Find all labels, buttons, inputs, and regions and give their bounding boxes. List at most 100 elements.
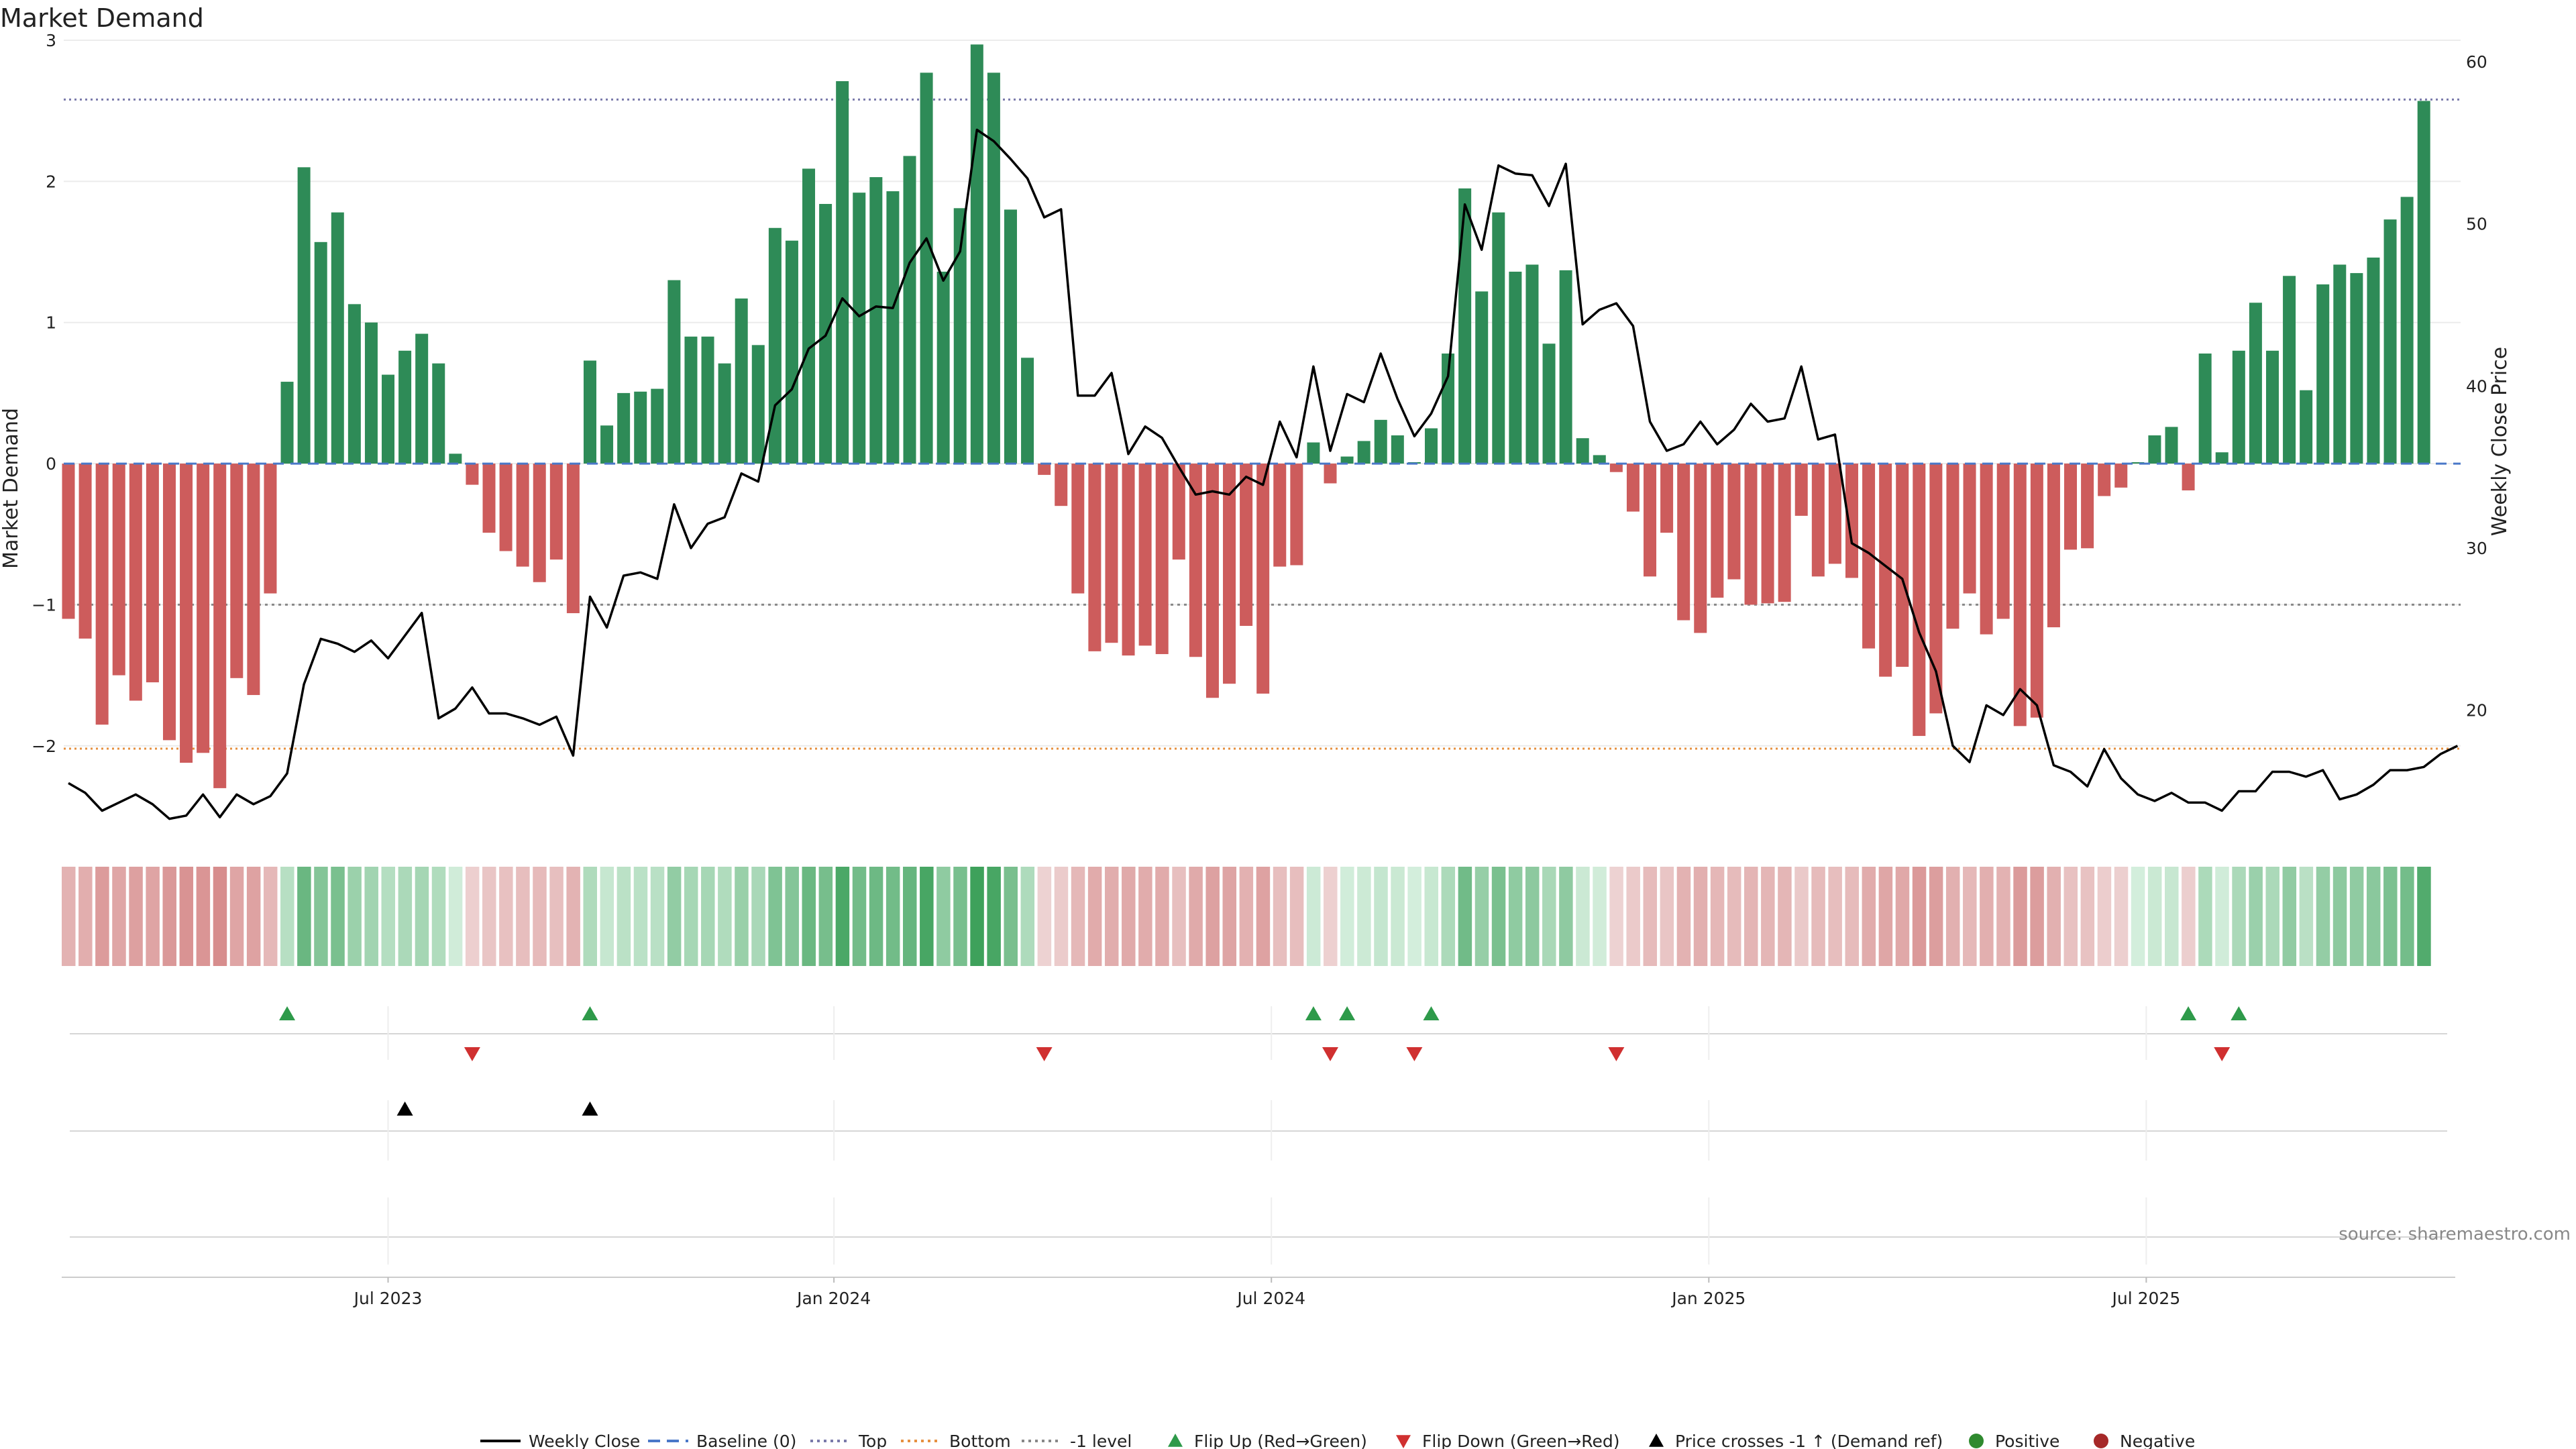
demand-bar [1879,464,1892,677]
x-axis: Jul 2023 Jan 2024 Jul 2024 Jan 2025 Jul 2025 [62,1277,2455,1308]
demand-bar [2265,350,2279,464]
demand-bar [583,360,596,464]
heat-cell [1340,867,1354,966]
legend-swatch [1168,1434,1183,1447]
legend: Weekly Close Baseline (0) Top Bottom -1 leve… [480,1432,2195,1449]
heat-cell [1643,867,1658,966]
heat-cell [1172,867,1186,966]
heat-cell [1727,867,1741,966]
heat-cell [835,867,850,966]
flip-down-marker [464,1047,480,1061]
legend-item: Flip Down (Green→Red) [1396,1432,1620,1449]
demand-bar [1711,464,1724,598]
heat-cell [112,867,126,966]
flip-up-marker [1423,1006,1440,1020]
demand-bar [2165,427,2178,464]
demand-bar [1929,464,1943,714]
flip-down-marker [1608,1047,1625,1061]
heat-cell [297,867,311,966]
demand-bar [853,193,866,464]
demand-bar [802,168,816,464]
heat-cell [785,867,799,966]
heat-cell [1744,867,1758,966]
demand-bar [1307,442,1320,464]
heat-cell [2349,867,2364,966]
demand-bar [516,464,529,567]
x-tick-label: Jul 2024 [1236,1289,1305,1308]
heat-cell [2265,867,2279,966]
heat-cell [2332,867,2347,966]
heat-cell [2282,867,2297,966]
heat-cell [398,867,413,966]
legend-label: Positive [1995,1432,2059,1449]
legend-label: -1 level [1070,1432,1132,1449]
heat-cell [802,867,816,966]
demand-bar [1105,464,1118,643]
demand-bar [180,464,193,763]
heat-cell [448,867,463,966]
demand-bar [230,464,244,678]
demand-bar [600,425,614,464]
heat-cell [1289,867,1304,966]
heat-cell [347,867,362,966]
heat-cell [431,867,446,966]
demand-bar [1273,464,1287,567]
heat-cell [852,867,867,966]
demand-bar [1845,464,1858,578]
heat-cell [482,867,496,966]
demand-bar [2283,276,2296,464]
demand-bar [2367,257,2380,464]
demand-bar [2316,284,2330,464]
heat-cell [1828,867,1842,966]
demand-bar [499,464,513,551]
legend-item: Bottom [901,1432,1011,1449]
demand-bar [903,156,916,464]
heat-cell [1407,867,1421,966]
x-tick-label: Jul 2023 [353,1289,423,1308]
demand-bar [1122,464,1135,656]
demand-bar [1677,464,1690,621]
legend-swatch [1969,1434,1984,1448]
demand-bar [651,388,664,464]
heat-cell [2417,867,2431,966]
demand-bar [751,345,765,464]
flip-up-marker [582,1006,598,1020]
x-tick-label: Jan 2024 [796,1289,871,1308]
flip-up-marker [279,1006,296,1020]
legend-label: Baseline (0) [696,1432,796,1449]
demand-bar [1946,464,1960,629]
heat-cell [415,867,429,966]
demand-bar [129,464,142,701]
heat-cell [650,867,665,966]
heat-cell [1004,867,1018,966]
heat-cell [2232,867,2246,966]
heat-cell [1424,867,1438,966]
legend-swatch [1396,1435,1411,1448]
heat-cell [1138,867,1152,966]
heat-cell [280,867,294,966]
heat-cell [1189,867,1203,966]
demand-bar [886,191,900,464]
heat-cell [1239,867,1254,966]
demand-bar [1071,464,1085,594]
heat-cell [970,867,984,966]
legend-label: Flip Down (Green→Red) [1422,1432,1620,1449]
demand-bar [1761,464,1774,604]
heat-cell [566,867,580,966]
heat-cell [1037,867,1052,966]
y-tick-label: 2 [46,172,56,191]
demand-bar [1660,464,1674,533]
heat-cell [1508,867,1523,966]
demand-bar [1038,464,1051,475]
demand-bar [146,464,159,683]
demand-bar [382,374,395,464]
heat-cell [179,867,194,966]
heat-cell [1963,867,1977,966]
demand-bar [482,464,496,533]
heat-cell [701,867,715,966]
heat-cell [1862,867,1876,966]
heat-cell [1878,867,1893,966]
heat-cell [95,867,109,966]
demand-bar [2064,464,2078,550]
